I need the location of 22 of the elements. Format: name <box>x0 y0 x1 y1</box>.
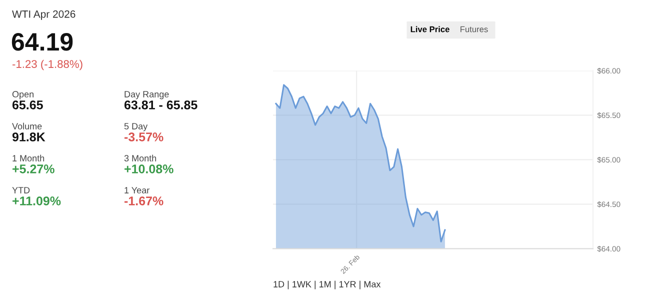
text: Futures <box>460 26 488 32</box>
text: 63.81 - 65.85 <box>124 100 198 110</box>
text: -1.23 (-1.88%) <box>12 60 82 70</box>
text: 1D | 1WK | 1M | 1YR | Max <box>274 280 381 290</box>
text: YTD <box>12 187 30 194</box>
text: 1 Year <box>124 187 150 194</box>
text: +5.27% <box>12 164 54 174</box>
text: Live Price <box>410 26 450 32</box>
text: -1.67% <box>124 196 164 206</box>
text: Open <box>12 91 34 100</box>
text: 65.65 <box>12 100 43 110</box>
text: 1 Month <box>12 154 44 162</box>
text: 64.19 <box>12 33 73 51</box>
text: -3.57% <box>124 132 164 142</box>
text: +10.08% <box>124 164 174 174</box>
text: 3 Month <box>124 154 156 162</box>
text: Day Range <box>124 91 169 100</box>
text: +11.09% <box>12 196 61 206</box>
text: Volume <box>12 122 42 130</box>
text: 91.8K <box>12 132 46 142</box>
text: WTI Apr 2026 <box>12 10 76 20</box>
text: 5 Day <box>124 123 148 132</box>
